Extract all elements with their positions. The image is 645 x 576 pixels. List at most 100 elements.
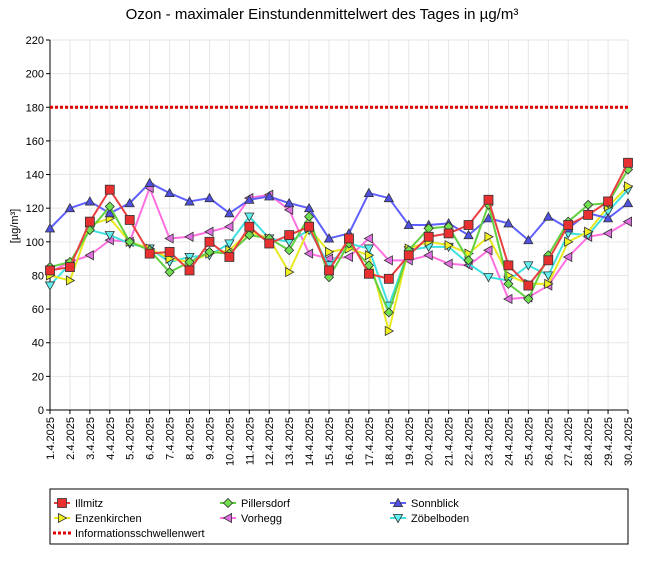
x-tick-label: 12.4.2025: [264, 417, 276, 466]
data-point-pillersdorf: [523, 293, 534, 305]
data-point-sonnblick: [543, 211, 554, 221]
x-tick-label: 25.4.2025: [523, 417, 535, 466]
data-point-sonnblick: [363, 187, 375, 198]
data-point-sonnblick: [463, 229, 474, 240]
legend-label-pillersdorf: Pillersdorf: [241, 498, 291, 510]
data-point-enzenkirchen: [484, 231, 494, 242]
data-point-illmitz: [483, 194, 494, 205]
data-point-z-belboden: [44, 281, 56, 291]
y-tick-label: 220: [26, 35, 44, 47]
x-tick-label: 6.4.2025: [145, 417, 157, 460]
x-tick-label: 8.4.2025: [185, 417, 197, 460]
tick-labels: 0 20 40 60 80 100 120 140 160 180 200 220 1.4.2025 2.…: [26, 35, 635, 466]
data-point-sonnblick: [184, 196, 195, 206]
data-point-z-belboden: [224, 239, 235, 249]
data-point-pillersdorf: [104, 201, 115, 212]
x-tick-label: 4.4.2025: [105, 417, 117, 460]
data-point-sonnblick: [44, 223, 56, 233]
data-point-sonnblick: [383, 192, 395, 203]
data-point-vorhegg: [443, 258, 453, 269]
data-point-enzenkirchen: [584, 226, 594, 237]
y-tick-label: 160: [26, 136, 44, 148]
data-point-illmitz: [244, 221, 255, 232]
x-tick-label: 21.4.2025: [444, 417, 456, 466]
series-sonnblick: [44, 177, 634, 245]
y-tick-label: 180: [26, 102, 44, 114]
x-tick-label: 7.4.2025: [165, 417, 177, 460]
data-point-pillersdorf: [304, 211, 315, 222]
data-point-z-belboden: [483, 273, 494, 283]
y-tick-label: 80: [32, 270, 44, 282]
data-point-illmitz: [363, 268, 374, 279]
data-point-z-belboden: [523, 261, 534, 271]
series-line-z-belboden: [49, 189, 629, 307]
data-point-illmitz: [204, 236, 215, 247]
data-point-sonnblick: [84, 196, 96, 206]
legend-label-vorhegg: Vorhegg: [241, 513, 282, 525]
y-tick-label: 0: [38, 405, 44, 417]
data-point-enzenkirchen: [285, 266, 295, 278]
y-tick-label: 20: [32, 371, 44, 383]
data-point-sonnblick: [503, 217, 514, 228]
data-point-illmitz: [383, 273, 394, 284]
data-point-pillersdorf: [463, 255, 474, 266]
data-point-illmitz: [583, 210, 594, 220]
data-point-enzenkirchen: [364, 250, 375, 261]
y-tick-label: 60: [32, 304, 44, 316]
data-point-sonnblick: [144, 177, 155, 187]
data-point-illmitz: [264, 238, 275, 249]
x-tick-label: 5.4.2025: [125, 417, 137, 460]
x-tick-label: 3.4.2025: [85, 417, 97, 460]
series-illmitz: [45, 157, 633, 291]
data-point-z-belboden: [543, 271, 554, 281]
x-tick-label: 27.4.2025: [563, 417, 575, 466]
data-point-sonnblick: [323, 233, 335, 243]
data-point-vorhegg: [84, 250, 94, 261]
x-tick-label: 29.4.2025: [603, 417, 615, 466]
data-point-sonnblick: [264, 191, 275, 201]
legend-marker-z-belboden: [392, 514, 404, 524]
x-tick-label: 24.4.2025: [503, 417, 515, 466]
data-point-sonnblick: [104, 207, 115, 218]
data-point-illmitz: [224, 252, 235, 262]
data-point-pillersdorf: [284, 245, 295, 256]
data-point-sonnblick: [283, 197, 295, 208]
data-point-vorhegg: [303, 248, 314, 259]
data-point-sonnblick: [224, 207, 235, 218]
y-tick-label: 200: [26, 69, 44, 81]
legend-label-threshold: Informationsschwellenwert: [75, 528, 205, 540]
data-point-vorhegg: [423, 250, 433, 261]
data-point-pillersdorf: [503, 278, 514, 289]
data-point-sonnblick: [403, 219, 414, 230]
data-point-illmitz: [563, 220, 574, 230]
data-point-enzenkirchen: [384, 325, 395, 337]
data-point-vorhegg: [503, 293, 513, 305]
series-layer: [44, 157, 634, 337]
legend-marker-sonnblick: [392, 497, 404, 508]
legend-box: [49, 488, 629, 545]
x-tick-label: 18.4.2025: [384, 417, 396, 466]
x-tick-label: 11.4.2025: [244, 417, 256, 465]
x-tick-label: 20.4.2025: [424, 417, 436, 466]
x-tick-label: 9.4.2025: [204, 417, 216, 460]
data-point-enzenkirchen: [564, 236, 574, 247]
data-point-illmitz: [443, 228, 454, 239]
data-point-vorhegg: [204, 226, 214, 237]
data-point-vorhegg: [164, 233, 174, 244]
data-point-enzenkirchen: [325, 246, 335, 258]
legend-label-enzenkirchen: Enzenkirchen: [75, 513, 142, 525]
x-tick-label: 22.4.2025: [464, 417, 476, 466]
legend-label-z-belboden: Zöbelboden: [411, 513, 469, 525]
x-tick-label: 26.4.2025: [543, 417, 555, 466]
data-point-pillersdorf: [164, 267, 175, 278]
data-point-pillersdorf: [383, 307, 394, 318]
data-point-illmitz: [403, 250, 414, 261]
data-point-illmitz: [164, 247, 175, 257]
data-point-z-belboden: [244, 212, 255, 222]
data-point-enzenkirchen: [444, 240, 454, 251]
data-point-enzenkirchen: [624, 181, 634, 192]
data-point-sonnblick: [602, 212, 614, 223]
x-tick-label: 16.4.2025: [344, 417, 356, 466]
data-point-sonnblick: [124, 197, 135, 208]
data-point-illmitz: [344, 233, 354, 244]
